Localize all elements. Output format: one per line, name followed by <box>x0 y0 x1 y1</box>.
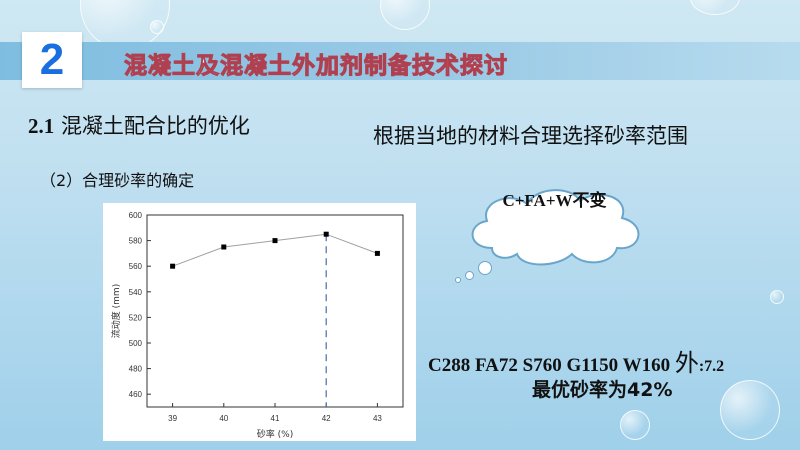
thought-cloud <box>471 189 640 266</box>
subtitle-number: 2.1 <box>28 114 55 138</box>
section-title: 混凝土及混凝土外加剂制备技术探讨 <box>124 53 508 80</box>
cloud-tail-bubble <box>478 261 492 275</box>
y-tick-label: 600 <box>129 211 143 220</box>
data-point <box>323 231 329 237</box>
y-tick-label: 460 <box>129 390 143 399</box>
mix-text: C288 FA72 S760 G1150 W160 <box>428 355 671 376</box>
x-axis-label: 砂率 (%) <box>257 428 293 440</box>
chart-svg: 460 480 500 520 540 560 580 600 39 40 41 42 43 砂率 (%)… <box>110 211 404 440</box>
x-tick-label: 41 <box>271 414 280 423</box>
decor-bubble <box>720 380 780 440</box>
data-point <box>170 263 176 269</box>
header-band <box>0 42 800 80</box>
subtitle-text: 混凝土配合比的优化 <box>60 114 250 138</box>
sub-item: （2）合理砂率的确定 <box>40 171 195 190</box>
mix-extra-value: :7.2 <box>698 358 725 375</box>
section-number: 2 <box>22 32 82 88</box>
y-tick-label: 520 <box>129 313 143 322</box>
decor-bubble <box>150 20 164 34</box>
decor-bubble <box>690 0 740 15</box>
conclusion: 最优砂率为42% <box>532 379 673 401</box>
right-heading: 根据当地的材料合理选择砂率范围 <box>373 124 688 148</box>
subtitle: 2.1 混凝土配合比的优化 <box>28 110 250 140</box>
x-tick-label: 42 <box>322 414 331 423</box>
decor-bubble <box>620 410 650 440</box>
x-tick-label: 40 <box>219 414 228 423</box>
x-tick-label: 39 <box>168 414 177 423</box>
y-tick-label: 500 <box>129 339 143 348</box>
mix-extra-char: 外 <box>674 349 699 377</box>
chart: 460 480 500 520 540 560 580 600 39 40 41 42 43 砂率 (%)… <box>103 203 416 441</box>
plot-frame <box>146 214 404 408</box>
data-point <box>221 244 227 250</box>
x-tick-label: 43 <box>373 414 382 423</box>
data-point <box>272 238 278 244</box>
y-tick-label: 560 <box>129 262 143 271</box>
cloud-tail-bubble <box>465 271 474 280</box>
data-point <box>374 250 380 256</box>
mix-proportion: C288 FA72 S760 G1150 W160 外:7.2 <box>428 343 724 378</box>
decor-bubble <box>380 0 430 30</box>
cloud-tail-bubble <box>455 277 461 283</box>
y-tick-label: 480 <box>129 365 143 374</box>
y-tick-label: 540 <box>129 288 143 297</box>
y-axis-label: 流动度 (mm) <box>110 284 122 338</box>
callout-text: C+FA+W不变 <box>502 191 607 210</box>
y-tick-label: 580 <box>129 237 143 246</box>
decor-bubble <box>770 290 784 304</box>
